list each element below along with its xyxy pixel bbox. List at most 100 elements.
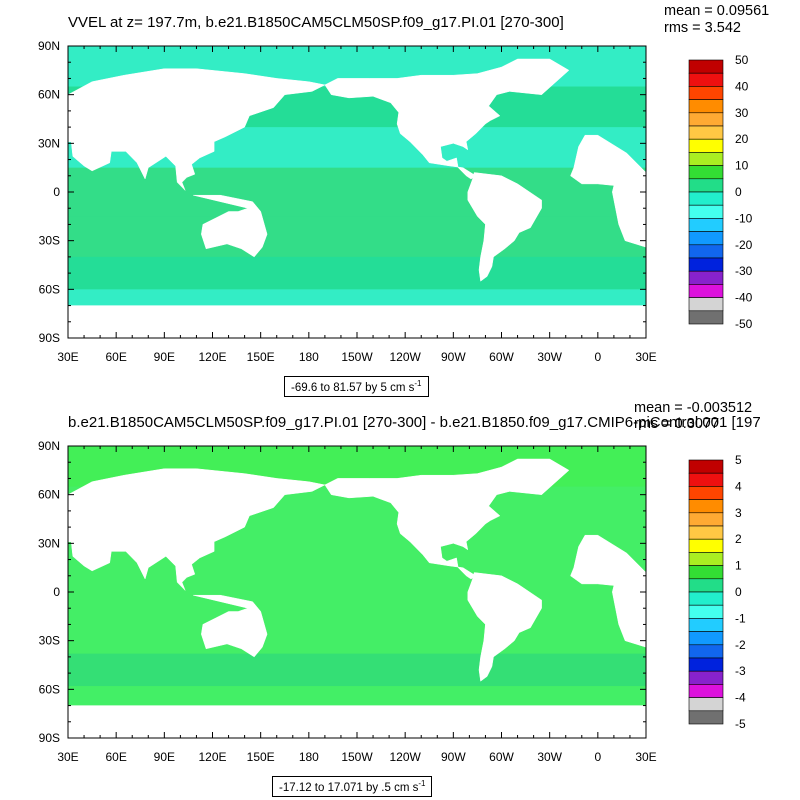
land-mask	[467, 572, 542, 682]
y-tick-label: 0	[53, 585, 60, 599]
colorbar-label: 0	[735, 585, 742, 599]
colorbar-swatch	[688, 191, 724, 206]
colorbar-swatch	[688, 631, 724, 646]
colorbar-label: 20	[735, 132, 749, 146]
x-tick-label: 120W	[389, 750, 421, 764]
x-tick-label: 60E	[105, 750, 126, 764]
ocean-band	[68, 289, 646, 308]
x-tick-label: 120E	[198, 750, 226, 764]
x-tick-label: 30E	[635, 350, 656, 364]
colorbar-swatch	[688, 165, 724, 180]
ocean-band	[68, 256, 646, 290]
x-tick-label: 30W	[537, 350, 562, 364]
map-svg: 30E 60E 90E 120E 150E 180 150W 120W 90W 60W 30W 0 30…	[38, 39, 753, 364]
units-exponent: -1	[414, 379, 422, 388]
colorbar-swatch	[688, 270, 724, 285]
y-tick-label: 0	[53, 185, 60, 199]
x-tick-label: 30E	[635, 750, 656, 764]
colorbar-swatch	[688, 244, 724, 259]
x-tick-label: 60E	[105, 350, 126, 364]
land-mask	[621, 611, 634, 633]
x-tick-label: 0	[594, 750, 601, 764]
map-plot-area	[67, 46, 647, 339]
panel-title: b.e21.B1850CAM5CLM50SP.f09_g17.PI.01 [27…	[68, 414, 761, 431]
land-mask	[324, 58, 570, 180]
y-tick-label: 30S	[39, 234, 60, 248]
colorbar-swatch	[688, 231, 724, 246]
y-tick-label: 30N	[38, 536, 60, 550]
colorbar-label: -1	[735, 611, 746, 625]
mean-label: mean = -0.003512	[634, 400, 753, 416]
x-tick-label: 180	[299, 350, 319, 364]
colorbar: 5 4 3 2 1 0 -1 -2 -3 -4 -5	[688, 453, 746, 731]
land-mask	[67, 468, 326, 591]
map-axes: 30E 60E 90E 120E 150E 180 150W 120W 90W 60W 30W 0 30…	[38, 439, 657, 764]
colorbar-swatch	[688, 178, 724, 193]
colorbar-swatch	[688, 591, 724, 606]
colorbar-swatch	[688, 310, 724, 325]
colorbar-swatch	[688, 59, 724, 74]
colorbar-swatch	[688, 697, 724, 712]
x-tick-label: 120E	[198, 350, 226, 364]
y-tick-label: 60S	[39, 682, 60, 696]
colorbar-swatch	[688, 218, 724, 232]
colorbar-swatch	[688, 684, 724, 698]
rms-label: rms = 3.542	[664, 20, 741, 36]
x-tick-label: 150E	[247, 350, 275, 364]
land-mask	[324, 458, 570, 580]
colorbar-label: 10	[735, 159, 749, 173]
colorbar-swatch	[688, 284, 724, 298]
x-tick-label: 30W	[537, 750, 562, 764]
land-mask	[193, 194, 268, 258]
colorbar-label: -10	[735, 211, 753, 225]
ocean-band	[68, 216, 646, 257]
land-mask	[621, 211, 634, 233]
x-tick-label: 180	[299, 750, 319, 764]
ocean-band	[68, 686, 646, 708]
y-tick-label: 30S	[39, 634, 60, 648]
y-tick-label: 90S	[39, 731, 60, 745]
colorbar-label: 50	[735, 53, 749, 67]
colorbar-label: -40	[735, 291, 753, 305]
colorbar-swatch	[688, 204, 724, 219]
colorbar-swatch	[688, 459, 724, 474]
y-tick-label: 90N	[38, 39, 60, 53]
colorbar-swatch	[688, 512, 724, 527]
rms-label: rms = 0.3077	[634, 416, 720, 432]
colorbar-swatch	[688, 472, 724, 487]
colorbar-label: 4	[735, 479, 742, 493]
colorbar-swatch	[688, 552, 724, 566]
colorbar-swatch	[688, 297, 724, 312]
colorbar-swatch	[688, 657, 724, 672]
colorbar: 50 40 30 20 10 0 -10 -20 -30 -40 -50	[688, 53, 753, 331]
mean-label: mean = 0.09561	[664, 3, 770, 19]
colorbar-swatch	[688, 565, 724, 580]
colorbar-swatch	[688, 499, 724, 514]
colorbar-swatch	[688, 486, 724, 500]
x-tick-label: 150E	[247, 750, 275, 764]
ocean-band	[68, 653, 646, 687]
contour-range-text: -17.12 to 17.071 by .5 cm s	[279, 781, 419, 794]
contour-range-box: -17.12 to 17.071 by .5 cm s-1	[272, 776, 433, 797]
map-plot-area	[67, 446, 647, 739]
colorbar-swatch	[688, 125, 724, 140]
colorbar-swatch	[688, 578, 724, 593]
map-panel-top: VVEL at z= 197.7m, b.e21.B1850CAM5CLM50S…	[38, 3, 770, 397]
contour-range-box: -69.6 to 81.57 by 5 cm s-1	[284, 376, 429, 397]
colorbar-swatch	[688, 710, 724, 725]
colorbar-swatch	[688, 112, 724, 127]
x-tick-label: 90W	[441, 750, 466, 764]
x-tick-label: 90W	[441, 350, 466, 364]
x-tick-label: 150W	[341, 750, 373, 764]
colorbar-label: 3	[735, 506, 742, 520]
colorbar-label: -20	[735, 238, 753, 252]
y-tick-label: 60S	[39, 282, 60, 296]
colorbar-label: -5	[735, 717, 746, 731]
x-tick-label: 120W	[389, 350, 421, 364]
colorbar-swatch	[688, 644, 724, 659]
x-tick-label: 90E	[154, 350, 175, 364]
colorbar-label: 30	[735, 106, 749, 120]
x-tick-label: 30E	[57, 750, 78, 764]
x-tick-label: 30E	[57, 350, 78, 364]
colorbar-swatch	[688, 670, 724, 685]
